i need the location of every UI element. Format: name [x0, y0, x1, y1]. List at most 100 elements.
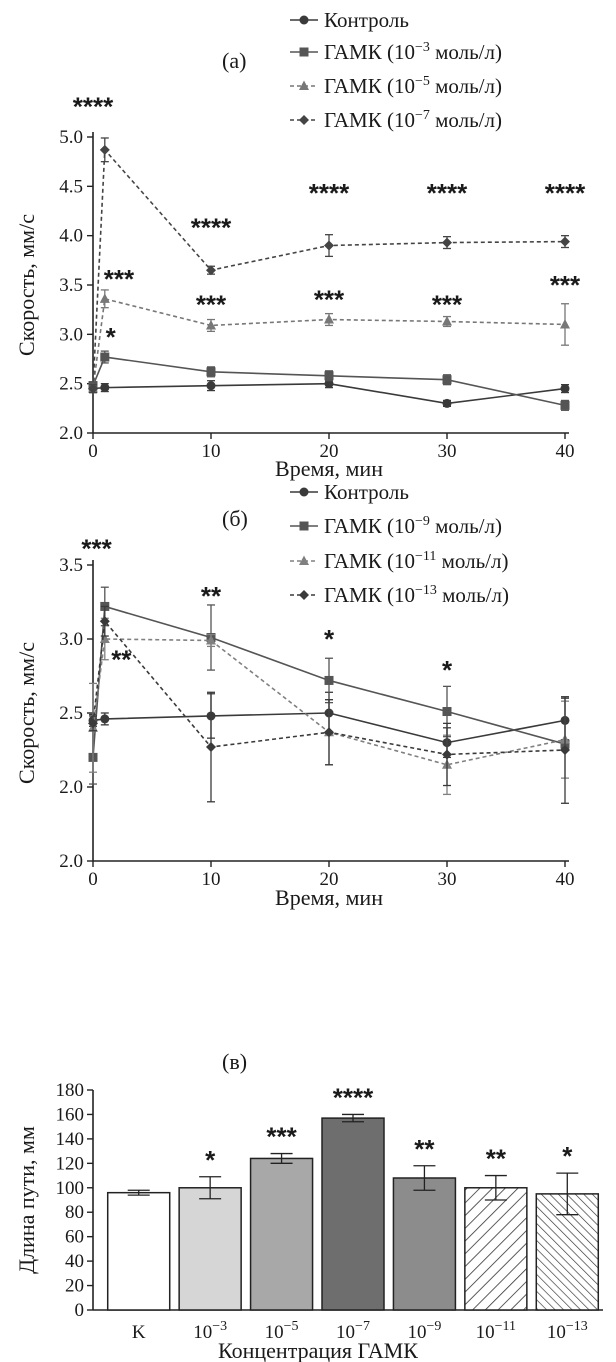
y-axis-label: Длина пути, мм [14, 1126, 39, 1274]
x-tick-base: 10 [407, 1322, 426, 1343]
legend-unit: моль/л) [436, 549, 508, 573]
data-point [206, 634, 216, 645]
significance-label: ** [486, 1144, 507, 1174]
y-tick-label: 5.0 [59, 127, 83, 148]
significance-label: *** [266, 1122, 297, 1152]
bar [178, 1187, 242, 1311]
legend-unit: моль/л) [430, 514, 502, 538]
legend-exponent: −11 [415, 549, 436, 564]
legend-unit: моль/л) [430, 108, 502, 132]
bar [106, 1191, 171, 1311]
y-tick-label: 160 [56, 1104, 85, 1125]
data-point [324, 314, 334, 324]
x-tick-label: 0 [88, 441, 98, 462]
y-tick-label: 3.0 [59, 324, 83, 345]
data-point [100, 714, 110, 724]
data-point [88, 383, 98, 394]
legend-unit: моль/л) [437, 583, 509, 607]
y-tick-label: 2.5 [59, 374, 83, 395]
legend-marker [299, 15, 309, 25]
legend-label-text: ГАМК (10 [324, 108, 415, 132]
data-point [442, 749, 452, 760]
x-tick-label: 10−5 [265, 1319, 299, 1343]
y-axis-label: Скорость, мм/с [14, 214, 39, 356]
series-line [92, 619, 566, 756]
x-tick-label: 10 [202, 441, 221, 462]
x-tick-label: 10−3 [193, 1319, 227, 1343]
legend-marker [299, 555, 309, 565]
data-point [206, 742, 216, 753]
series-line [92, 297, 566, 389]
y-tick-label: 4.0 [59, 226, 83, 247]
x-tick-label: 20 [320, 869, 339, 890]
panel-label: (б) [222, 506, 248, 531]
legend-label-text: ГАМК (10 [324, 74, 415, 98]
legend-unit: моль/л) [430, 74, 502, 98]
x-tick-label: 10−13 [547, 1319, 588, 1343]
significance-label: * [106, 322, 117, 352]
data-point [206, 367, 216, 377]
y-tick-label: 60 [65, 1227, 84, 1248]
legend-label: Контроль [324, 480, 409, 504]
x-tick-base: 10 [336, 1322, 355, 1343]
y-axis-label: Скорость, мм/с [14, 642, 39, 784]
significance-label: *** [550, 270, 581, 300]
data-point [99, 633, 110, 643]
data-point [560, 384, 570, 394]
legend-label: ГАМК (10−13 моль/л) [324, 583, 509, 607]
series-line [92, 147, 566, 389]
y-tick-label: 3.5 [59, 275, 83, 296]
significance-label: * [324, 624, 335, 654]
data-point [99, 293, 110, 303]
x-tick-base: 10 [547, 1322, 566, 1343]
y-tick-label: 40 [65, 1251, 84, 1272]
x-tick-exponent: −9 [426, 1319, 441, 1334]
panel-label: (в) [222, 1049, 247, 1074]
data-point [324, 240, 334, 251]
legend-label-text: Контроль [324, 480, 409, 504]
legend-exponent: −5 [415, 74, 430, 89]
legend-label-text: ГАМК (10 [324, 583, 415, 607]
bar [321, 1117, 385, 1311]
data-point [99, 616, 110, 627]
significance-label: **** [545, 178, 586, 208]
significance-label: **** [333, 1082, 374, 1112]
significance-label: **** [191, 213, 232, 243]
x-axis-label: Концентрация ГАМК [218, 1338, 418, 1362]
legend-label: ГАМК (10−3 моль/л) [324, 40, 502, 64]
legend-unit: моль/л) [430, 40, 502, 64]
data-point [88, 718, 98, 729]
y-tick-label: 100 [56, 1178, 85, 1199]
legend-label: Контроль [324, 8, 409, 32]
data-point [206, 265, 216, 276]
series-line [92, 356, 566, 407]
panel-label: (а) [222, 48, 246, 73]
data-point [560, 745, 570, 755]
legend-marker [299, 590, 309, 600]
legend-label-text: ГАМК (10 [324, 40, 415, 64]
legend-marker [299, 115, 309, 125]
legend-label: ГАМК (10−5 моль/л) [324, 74, 502, 98]
x-tick-exponent: −7 [355, 1319, 370, 1334]
y-tick-label: 2.5 [59, 703, 83, 724]
x-tick-label: K [132, 1322, 146, 1343]
y-tick-label: 120 [56, 1153, 85, 1174]
data-point [442, 375, 452, 385]
legend-label-text: ГАМК (10 [324, 549, 415, 573]
data-point [100, 352, 110, 362]
y-tick-label: 4.5 [59, 176, 83, 197]
x-tick-label: 10−11 [476, 1319, 516, 1343]
legend-exponent: −7 [415, 108, 430, 123]
significance-label: *** [81, 534, 112, 564]
x-tick-exponent: −13 [566, 1319, 588, 1334]
y-tick-label: 140 [56, 1129, 85, 1150]
significance-label: ** [111, 645, 132, 675]
legend-label-text: Контроль [324, 8, 409, 32]
significance-label: **** [309, 178, 350, 208]
y-tick-label: 180 [56, 1080, 85, 1101]
data-point [560, 236, 570, 247]
x-tick-label: 10−9 [407, 1319, 441, 1343]
data-point [442, 316, 452, 326]
